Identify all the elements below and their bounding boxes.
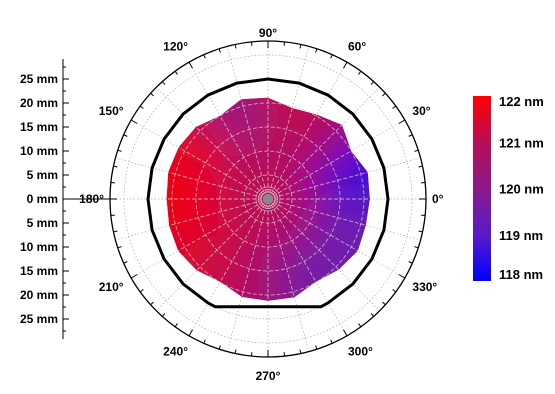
angle-label-0: 0° — [432, 192, 444, 206]
colorbar: 122 nm 121 nm 120 nm 119 nm 118 nm — [473, 94, 544, 282]
angular-tick — [218, 48, 221, 53]
angular-tick — [234, 44, 237, 49]
angular-tick — [174, 323, 178, 328]
radial-tick-label: 5 mm — [27, 216, 58, 230]
angular-tick — [150, 301, 154, 306]
angular-tick — [408, 261, 413, 264]
angular-tick — [343, 61, 348, 69]
radial-tick-label: 25 mm — [20, 72, 58, 86]
angular-tick — [218, 345, 221, 350]
radial-tick-label: 10 mm — [20, 144, 58, 158]
angle-label-210: 210° — [99, 280, 124, 294]
radial-tick-label: 10 mm — [20, 240, 58, 254]
radial-tick-label: 20 mm — [20, 288, 58, 302]
angle-label-120: 120° — [163, 40, 188, 54]
angular-tick — [117, 149, 122, 152]
angular-tick — [418, 165, 423, 168]
angular-tick — [188, 329, 193, 337]
angular-tick — [330, 339, 333, 344]
angular-tick — [130, 119, 138, 124]
angular-tick — [234, 349, 237, 354]
colorbar-label: 121 nm — [499, 135, 544, 150]
angular-tick — [161, 81, 166, 85]
angular-tick — [392, 289, 397, 293]
angle-label-330: 330° — [412, 280, 437, 294]
radial-tick-label: 15 mm — [20, 120, 58, 134]
angular-tick — [382, 92, 386, 97]
angular-tick — [418, 230, 423, 233]
angular-tick — [299, 349, 302, 354]
colorbar-label: 122 nm — [499, 94, 544, 109]
angle-label-240: 240° — [163, 344, 188, 358]
angular-tick — [392, 105, 397, 109]
angular-tick — [117, 246, 122, 249]
angular-tick — [113, 230, 118, 233]
angular-tick — [188, 61, 193, 69]
angular-tick — [330, 54, 333, 59]
angular-tick — [343, 329, 348, 337]
radial-tick-label: 25 mm — [20, 312, 58, 326]
angular-tick — [203, 54, 206, 59]
angular-tick — [161, 313, 166, 317]
angular-tick — [130, 274, 138, 279]
angle-label-270: 270° — [256, 369, 281, 383]
angular-tick — [398, 119, 406, 124]
angular-tick — [315, 48, 318, 53]
angular-tick — [174, 70, 178, 75]
angular-tick — [358, 70, 362, 75]
angle-label-60: 60° — [348, 40, 366, 54]
colorbar-label: 118 nm — [499, 267, 543, 282]
angular-tick — [370, 81, 375, 85]
angular-tick — [123, 134, 128, 137]
angle-label-90: 90° — [259, 26, 277, 40]
grid-overlay — [166, 97, 370, 301]
wafer-outline — [146, 77, 390, 309]
angular-tick — [358, 323, 362, 328]
colorbar-gradient — [473, 96, 491, 281]
angular-tick — [113, 165, 118, 168]
angular-tick — [370, 313, 375, 317]
angle-label-300: 300° — [348, 344, 373, 358]
angular-tick — [414, 246, 419, 249]
radial-tick-label: 15 mm — [20, 264, 58, 278]
angular-tick — [139, 289, 144, 293]
angular-tick — [123, 261, 128, 264]
angular-tick — [398, 274, 406, 279]
radial-tick-label: 20 mm — [20, 96, 58, 110]
angular-tick — [382, 301, 386, 306]
colorbar-label: 119 nm — [499, 228, 543, 243]
angular-tick — [315, 345, 318, 350]
angular-tick — [299, 44, 302, 49]
angular-tick — [150, 92, 154, 97]
radial-tick-label-center: 0 mm — [27, 192, 58, 206]
angular-tick — [139, 105, 144, 109]
angular-tick — [414, 149, 419, 152]
angle-label-30: 30° — [412, 104, 430, 118]
radial-tick-label: 5 mm — [27, 168, 58, 182]
wafer-outline-path — [146, 77, 390, 309]
angular-tick — [408, 134, 413, 137]
colorbar-label: 120 nm — [499, 182, 544, 197]
angle-label-150: 150° — [99, 104, 124, 118]
angular-tick — [203, 339, 206, 344]
angular-tick-labels: 0°30°60°90°120°150°180°210°240°270°300°3… — [79, 26, 444, 383]
radial-axis: 25 mm 20 mm 15 mm 10 mm 5 mm 0 mm 5 mm 10 mm 15 … — [20, 59, 112, 339]
